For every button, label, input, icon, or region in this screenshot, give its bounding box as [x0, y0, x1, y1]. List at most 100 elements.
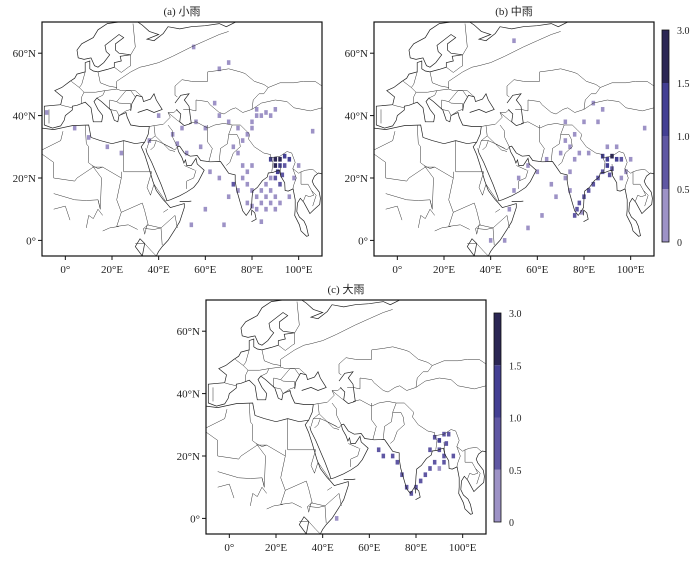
precip-cell	[438, 466, 442, 471]
precip-cell	[241, 163, 245, 168]
precip-cell	[260, 188, 264, 193]
map-frame	[374, 22, 654, 256]
map-content	[206, 298, 486, 534]
country-border	[131, 24, 136, 55]
precip-cell	[292, 176, 296, 181]
country-border	[311, 404, 319, 427]
colorbar-label: 0	[677, 238, 682, 249]
colorbar: 00.51.01.53.0	[494, 309, 522, 529]
country-border	[465, 450, 478, 480]
country-border	[487, 136, 509, 150]
country-border	[281, 369, 300, 380]
precip-cell	[208, 169, 212, 174]
precip-cell	[241, 138, 245, 143]
country-border	[61, 105, 73, 108]
country-border	[644, 191, 649, 207]
precip-cell	[596, 120, 600, 125]
coastline	[295, 372, 327, 391]
precip-cell	[396, 460, 400, 465]
coastline	[478, 146, 654, 236]
country-border	[500, 113, 512, 122]
country-border	[163, 209, 168, 212]
x-tick-label: 100°E	[285, 264, 313, 276]
precip-cell	[573, 132, 577, 137]
precip-cell	[573, 213, 577, 218]
country-border	[110, 100, 131, 116]
country-border	[249, 403, 267, 447]
precip-cell	[157, 113, 161, 118]
map-frame	[42, 22, 322, 256]
precip-cell	[283, 163, 287, 168]
coastline	[302, 300, 416, 319]
x-tick-label: 20°E	[433, 264, 455, 276]
precip-cell	[578, 151, 582, 156]
country-border	[383, 403, 396, 439]
country-border	[386, 194, 433, 210]
y-tick-label: 40°N	[13, 111, 36, 123]
x-tick-label: 100°E	[449, 542, 477, 554]
precip-cell	[250, 126, 254, 131]
colorbar-segment	[494, 418, 501, 470]
precip-cell	[241, 176, 245, 181]
colorbar-segment	[662, 189, 669, 242]
precip-cell	[452, 454, 456, 459]
x-tick-label: 60°E	[358, 542, 380, 554]
country-border	[500, 125, 509, 147]
precip-cell	[573, 157, 577, 162]
precip-cell	[45, 110, 49, 115]
country-border	[386, 206, 402, 220]
country-border	[417, 125, 435, 169]
country-border	[206, 409, 227, 428]
country-border	[42, 131, 63, 150]
precip-cell	[559, 151, 563, 156]
x-tick-label: 20°E	[265, 542, 287, 554]
precip-cell	[246, 169, 250, 174]
precip-cell	[227, 60, 231, 65]
precip-cell	[246, 132, 250, 137]
precip-cell	[269, 188, 273, 193]
country-border	[456, 141, 484, 172]
country-border	[442, 100, 463, 116]
precip-cell	[428, 466, 432, 471]
precip-cell	[274, 207, 278, 212]
coastline	[584, 210, 589, 222]
precip-cell	[445, 441, 449, 446]
country-border	[274, 378, 295, 394]
precip-cell	[512, 188, 516, 193]
country-border	[85, 125, 103, 169]
precip-cell	[550, 182, 554, 187]
country-border	[149, 141, 175, 152]
precip-cell	[87, 135, 91, 140]
coastline	[310, 424, 486, 514]
country-border	[151, 141, 157, 150]
precip-cell	[260, 219, 264, 224]
x-tick-label: 60°E	[526, 264, 548, 276]
coastline	[463, 94, 495, 113]
country-border	[208, 125, 213, 162]
country-border	[219, 125, 232, 161]
precip-cell	[120, 151, 124, 156]
colorbar-segment	[662, 83, 669, 136]
precip-cell	[335, 516, 339, 521]
precip-cell	[512, 38, 516, 43]
coastline	[206, 298, 313, 421]
colorbar-segment	[494, 365, 501, 417]
country-border	[145, 215, 178, 229]
precip-cell	[255, 207, 259, 212]
precip-cell	[283, 154, 287, 159]
precip-cell	[274, 157, 278, 162]
colorbar-label: 3.0	[509, 309, 522, 320]
x-tick-label: 40°E	[312, 542, 334, 554]
country-border	[117, 31, 229, 97]
coastline	[252, 210, 257, 222]
y-tick-label: 60°N	[177, 326, 200, 338]
precip-cell	[606, 157, 610, 162]
country-border	[432, 359, 486, 365]
y-tick-label: 20°N	[13, 173, 36, 185]
precip-cell	[269, 201, 273, 206]
x-tick-label: 0°	[392, 264, 402, 276]
precip-cell	[288, 194, 292, 199]
precip-cell	[428, 447, 432, 452]
coastline	[138, 22, 252, 41]
precip-cell	[73, 126, 77, 131]
